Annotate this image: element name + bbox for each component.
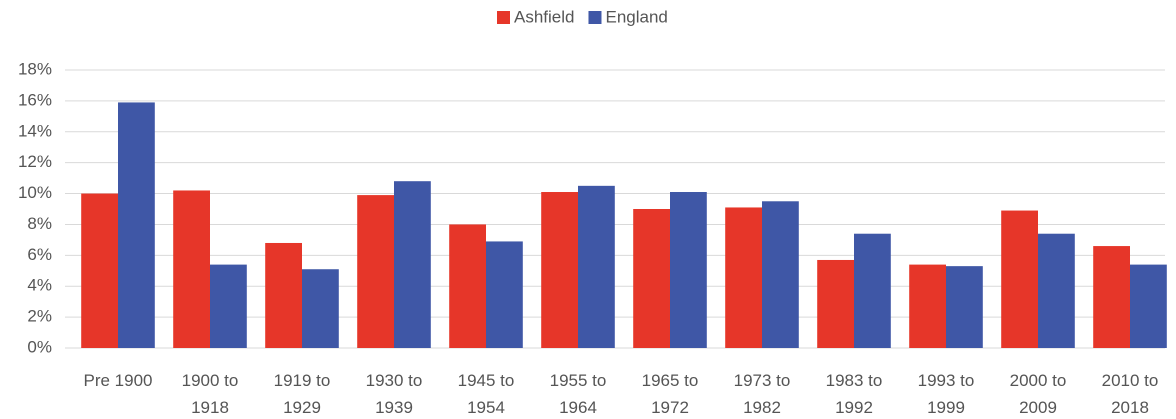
bar	[1038, 233, 1075, 348]
x-tick-label: 1945 to 1954	[458, 371, 515, 417]
y-tick-label: 14%	[18, 121, 52, 140]
bar	[449, 224, 486, 348]
x-tick-label: 1919 to 1929	[274, 371, 331, 417]
x-tick-label: 2000 to 2009	[1010, 371, 1067, 417]
y-tick-label: 12%	[18, 152, 52, 171]
bar	[118, 102, 155, 348]
bar	[725, 207, 762, 348]
legend-label: England	[605, 7, 667, 26]
bar	[265, 242, 302, 348]
bar	[486, 241, 523, 348]
bar	[909, 264, 946, 348]
bar	[210, 264, 247, 348]
x-tick-label: 1965 to 1972	[642, 371, 699, 417]
bar	[817, 259, 854, 348]
x-tick-label: 2010 to 2018	[1102, 371, 1159, 417]
y-tick-label: 0%	[27, 337, 52, 356]
bar	[173, 190, 210, 348]
bar	[394, 181, 431, 348]
legend-swatch	[588, 11, 602, 24]
y-tick-label: 16%	[18, 90, 52, 109]
x-tick-label: Pre 1900	[84, 371, 153, 390]
bar	[1001, 210, 1038, 348]
legend-swatch	[497, 11, 510, 24]
y-tick-label: 8%	[27, 214, 52, 233]
y-tick-label: 6%	[27, 245, 52, 264]
bar	[633, 209, 670, 348]
bar	[762, 201, 799, 348]
bar	[541, 192, 578, 348]
x-tick-label: 1983 to 1992	[826, 371, 883, 417]
bar	[81, 193, 118, 348]
bar	[854, 233, 891, 348]
bar	[946, 266, 983, 348]
bar	[1130, 264, 1167, 348]
legend-label: Ashfield	[514, 7, 574, 26]
bar	[578, 185, 615, 348]
x-tick-label: 1973 to 1982	[734, 371, 791, 417]
x-tick-label: 1930 to 1939	[366, 371, 423, 417]
y-tick-label: 10%	[18, 183, 52, 202]
bar	[670, 192, 707, 348]
y-tick-label: 18%	[18, 59, 52, 78]
bar	[302, 269, 339, 348]
x-tick-label: 1955 to 1964	[550, 371, 607, 417]
y-tick-label: 2%	[27, 307, 52, 326]
bar	[357, 195, 394, 348]
bar	[1093, 246, 1130, 348]
y-tick-label: 4%	[27, 276, 52, 295]
x-tick-label: 1900 to 1918	[182, 371, 239, 417]
x-tick-label: 1993 to 1999	[918, 371, 975, 417]
